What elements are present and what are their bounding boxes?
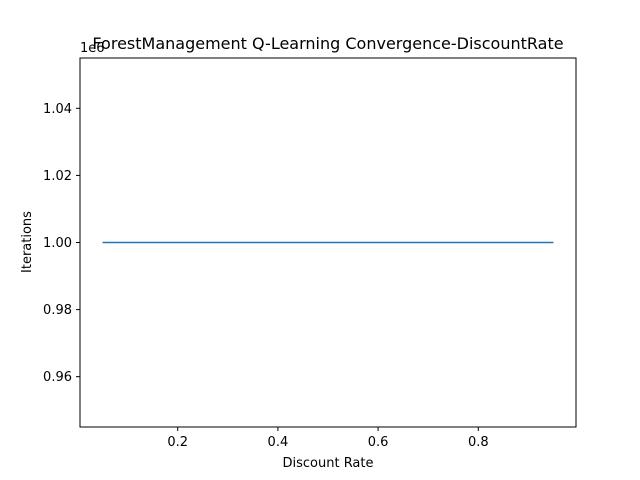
x-tick-label: 0.2 [167, 435, 188, 450]
x-tick-label: 0.6 [368, 435, 389, 450]
x-tick-label: 0.8 [468, 435, 489, 450]
y-offset-label: 1e6 [80, 41, 105, 56]
y-tick-label: 0.98 [43, 303, 72, 318]
x-axis-label: Discount Rate [282, 456, 373, 471]
chart-title: ForestManagement Q-Learning Convergence-… [92, 34, 563, 53]
y-tick-label: 0.96 [43, 370, 72, 385]
y-tick-label: 1.00 [43, 236, 72, 251]
y-tick-label: 1.04 [43, 102, 72, 117]
y-tick-label: 1.02 [43, 169, 72, 184]
x-tick-label: 0.4 [268, 435, 289, 450]
y-axis-label: Iterations [20, 211, 35, 273]
y-axis: 0.96 0.98 1.00 1.02 1.04 [43, 102, 80, 385]
x-axis: 0.2 0.4 0.6 0.8 [167, 427, 489, 450]
